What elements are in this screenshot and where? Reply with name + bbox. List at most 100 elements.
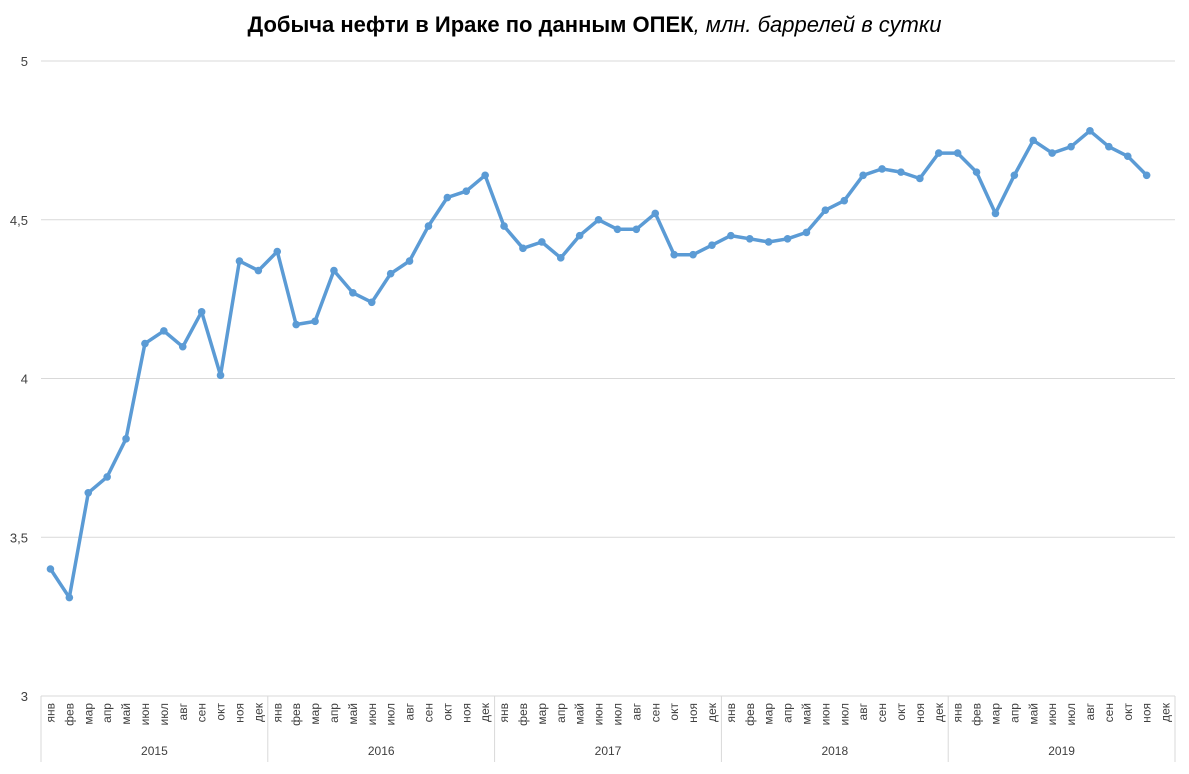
data-point	[1123, 152, 1132, 161]
x-tick-label: фев	[62, 703, 76, 726]
x-group-label: 2019	[1048, 744, 1075, 758]
x-group-label: 2015	[141, 744, 168, 758]
x-tick-label: дек	[705, 702, 719, 722]
x-tick-label: июн	[818, 703, 832, 725]
x-tick-label: авг	[856, 702, 870, 720]
x-tick-label: янв	[270, 703, 284, 723]
x-tick-label: мар	[762, 703, 776, 725]
data-point	[953, 149, 962, 157]
x-tick-label: фев	[516, 703, 530, 726]
x-tick-label: мар	[988, 703, 1002, 725]
data-point	[594, 215, 603, 224]
x-tick-label: янв	[43, 703, 57, 723]
data-point	[122, 435, 130, 443]
x-tick-label: июл	[1064, 703, 1078, 725]
data-point	[500, 222, 508, 230]
data-point	[386, 269, 395, 278]
data-point	[764, 238, 773, 246]
y-tick-label: 4	[21, 372, 28, 387]
data-point	[1010, 171, 1019, 180]
data-point	[727, 231, 735, 240]
data-point	[651, 209, 660, 218]
data-point	[1086, 127, 1094, 135]
data-point	[443, 193, 452, 202]
x-tick-label: июн	[365, 703, 379, 725]
x-tick-label: авг	[403, 702, 417, 720]
x-tick-label: дек	[251, 702, 265, 722]
data-point	[235, 257, 244, 265]
data-point	[330, 266, 338, 275]
data-point	[689, 250, 697, 259]
x-tick-label: ноя	[1140, 703, 1154, 723]
x-tick-label: фев	[970, 703, 984, 726]
x-tick-label: апр	[554, 703, 568, 723]
x-group-label: 2016	[368, 744, 395, 758]
x-tick-label: апр	[1007, 703, 1021, 723]
data-point	[916, 174, 924, 183]
y-tick-label: 4,5	[10, 213, 28, 228]
data-point	[141, 339, 149, 348]
data-point	[349, 288, 357, 297]
x-tick-label: дек	[1159, 702, 1173, 722]
data-point	[1067, 142, 1075, 151]
data-point	[481, 171, 489, 180]
data-point	[538, 238, 546, 246]
x-tick-label: ноя	[459, 703, 473, 723]
data-point	[254, 266, 263, 275]
series-line	[48, 129, 1149, 600]
x-tick-label: сен	[875, 703, 889, 722]
data-point	[1048, 149, 1056, 157]
x-tick-label: мар	[535, 703, 549, 725]
y-tick-label: 3,5	[10, 530, 28, 545]
x-tick-label: мар	[81, 703, 95, 725]
x-tick-label: авг	[629, 702, 643, 720]
data-point	[178, 342, 187, 351]
data-point	[934, 149, 943, 157]
data-point	[840, 196, 849, 205]
x-tick-label: окт	[440, 703, 454, 721]
data-point	[575, 231, 584, 240]
chart-title-units: , млн. баррелей в сутки	[693, 12, 942, 37]
x-tick-label: май	[799, 703, 813, 725]
y-tick-label: 3	[21, 689, 28, 704]
x-tick-label: сен	[421, 703, 435, 722]
x-tick-label: окт	[894, 703, 908, 721]
x-tick-label: июн	[1045, 703, 1059, 725]
x-group-label: 2018	[821, 744, 848, 758]
x-tick-label: янв	[724, 703, 738, 723]
x-tick-label: окт	[667, 703, 681, 721]
data-point	[878, 165, 886, 173]
x-tick-label: окт	[214, 703, 228, 721]
x-tick-label: ноя	[232, 703, 246, 723]
data-point	[462, 187, 471, 195]
data-point	[821, 206, 830, 215]
data-point	[273, 247, 282, 256]
y-tick-label: 5	[21, 54, 28, 69]
data-point	[84, 489, 93, 497]
data-point	[65, 593, 74, 602]
chart-title: Добыча нефти в Ираке по данным ОПЕК, млн…	[0, 12, 1189, 38]
data-point	[556, 254, 565, 262]
x-group-label: 2017	[595, 744, 622, 758]
x-tick-label: сен	[195, 703, 209, 722]
x-tick-label: авг	[1083, 702, 1097, 720]
x-tick-label: май	[1026, 703, 1040, 725]
data-point	[424, 222, 433, 230]
x-tick-label: дек	[478, 702, 492, 722]
x-tick-label: апр	[327, 703, 341, 723]
x-tick-label: фев	[289, 703, 303, 726]
x-tick-label: апр	[100, 703, 114, 723]
x-tick-label: дек	[932, 702, 946, 722]
x-tick-label: ноя	[686, 703, 700, 723]
x-tick-label: фев	[743, 703, 757, 726]
data-point	[991, 209, 1000, 218]
data-point	[670, 250, 678, 259]
data-point	[1142, 171, 1151, 180]
x-tick-label: авг	[176, 702, 190, 720]
data-point	[708, 241, 716, 249]
x-tick-label: июл	[610, 703, 624, 725]
x-tick-label: июл	[384, 703, 398, 725]
x-tick-label: май	[119, 703, 133, 725]
x-tick-label: янв	[497, 703, 511, 723]
